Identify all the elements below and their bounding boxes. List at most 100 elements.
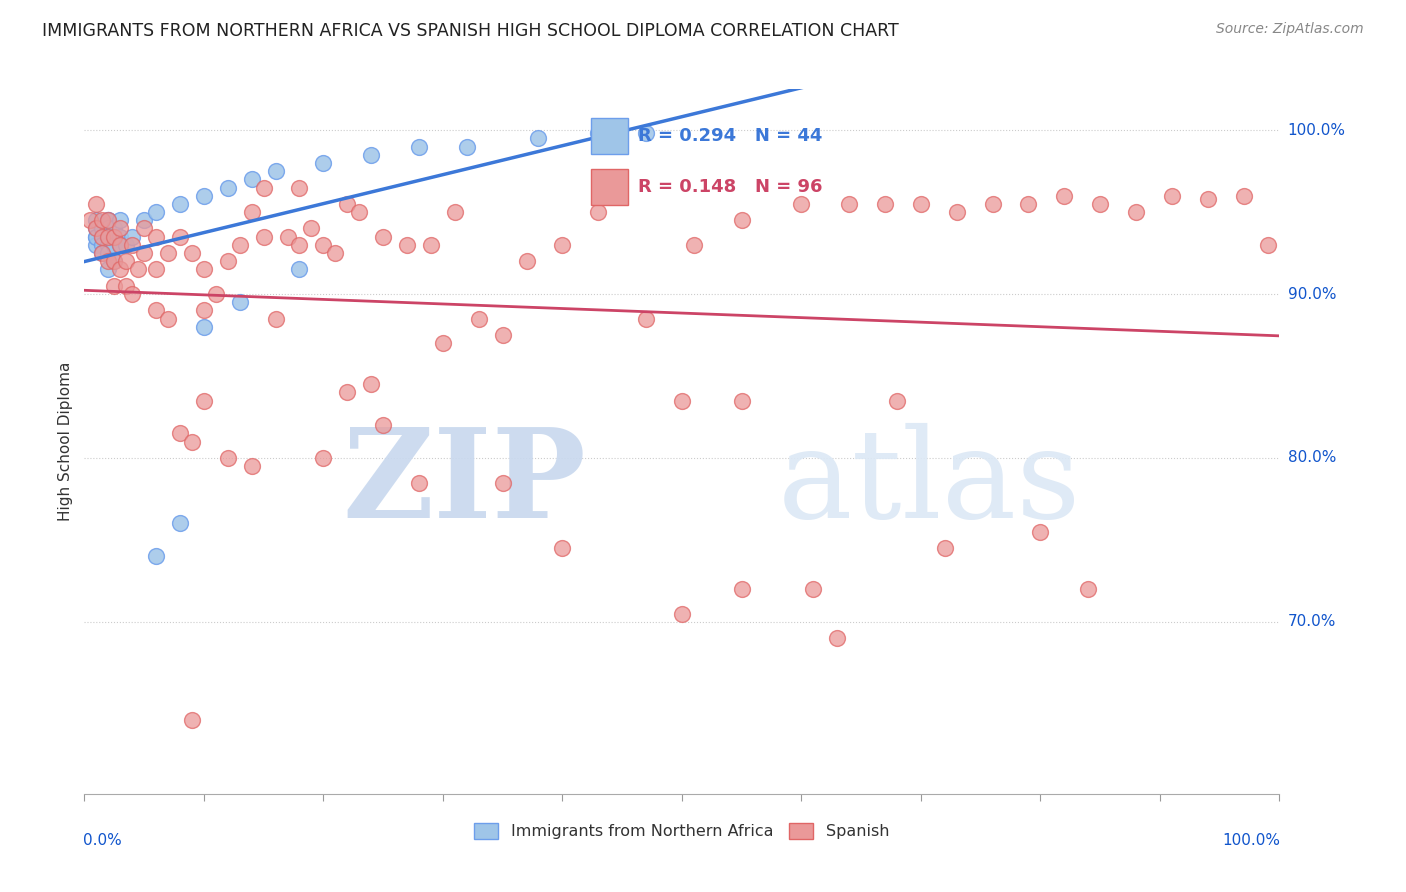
Point	[1077, 582, 1099, 596]
Point	[91, 238, 114, 252]
Point	[103, 229, 125, 244]
Point	[127, 262, 149, 277]
Point	[301, 221, 323, 235]
Point	[97, 229, 120, 244]
Point	[97, 221, 120, 235]
Point	[444, 205, 467, 219]
Point	[934, 541, 956, 555]
Text: 90.0%: 90.0%	[1288, 286, 1336, 301]
Point	[86, 213, 108, 227]
Point	[91, 246, 114, 260]
Text: 0.0%: 0.0%	[83, 832, 122, 847]
Point	[193, 262, 215, 277]
Point	[910, 197, 932, 211]
Point	[97, 262, 120, 277]
Point	[373, 229, 395, 244]
Point	[588, 205, 610, 219]
Point	[1029, 524, 1052, 539]
Point	[408, 475, 430, 490]
Point	[217, 450, 239, 465]
Point	[97, 238, 120, 252]
Point	[145, 205, 167, 219]
Point	[132, 246, 156, 260]
Point	[360, 147, 382, 161]
Point	[91, 229, 114, 244]
Point	[91, 221, 114, 235]
Point	[145, 262, 167, 277]
Point	[132, 221, 156, 235]
Point	[97, 254, 120, 268]
Point	[86, 229, 108, 244]
Point	[731, 582, 754, 596]
Point	[97, 246, 120, 260]
Point	[1197, 192, 1219, 206]
Point	[110, 229, 132, 244]
Point	[432, 336, 454, 351]
Point	[110, 262, 132, 277]
Text: atlas: atlas	[778, 424, 1081, 544]
Point	[1161, 188, 1184, 202]
Point	[97, 213, 120, 227]
Point	[169, 516, 191, 531]
Point	[731, 213, 754, 227]
Point	[492, 328, 515, 343]
Point	[683, 238, 706, 252]
Point	[803, 582, 825, 596]
Point	[288, 180, 311, 194]
Point	[79, 213, 101, 227]
Point	[527, 131, 550, 145]
Point	[671, 393, 693, 408]
Point	[240, 459, 263, 474]
Point	[240, 172, 263, 186]
Point	[551, 238, 574, 252]
Point	[193, 188, 215, 202]
Point	[121, 238, 143, 252]
Point	[97, 213, 120, 227]
Point	[253, 180, 276, 194]
Point	[946, 205, 969, 219]
Point	[103, 229, 125, 244]
Point	[420, 238, 443, 252]
Point	[312, 156, 335, 170]
Point	[157, 311, 180, 326]
Point	[217, 180, 239, 194]
Point	[456, 139, 478, 153]
Point	[1018, 197, 1040, 211]
Point	[110, 213, 132, 227]
Point	[360, 377, 382, 392]
Point	[121, 287, 143, 301]
Point	[277, 229, 299, 244]
Point	[103, 254, 125, 268]
Point	[121, 229, 143, 244]
Point	[468, 311, 491, 326]
Point	[145, 303, 167, 318]
Point	[181, 713, 204, 727]
Point	[181, 246, 204, 260]
Point	[240, 205, 263, 219]
Point	[86, 229, 108, 244]
Text: Source: ZipAtlas.com: Source: ZipAtlas.com	[1216, 22, 1364, 37]
Legend: Immigrants from Northern Africa, Spanish: Immigrants from Northern Africa, Spanish	[468, 816, 896, 846]
Point	[1257, 238, 1279, 252]
Text: 80.0%: 80.0%	[1288, 450, 1336, 466]
Point	[97, 213, 120, 227]
Point	[110, 221, 132, 235]
Point	[193, 393, 215, 408]
Point	[169, 426, 191, 441]
Point	[636, 311, 658, 326]
Point	[157, 246, 180, 260]
Point	[373, 418, 395, 433]
Text: IMMIGRANTS FROM NORTHERN AFRICA VS SPANISH HIGH SCHOOL DIPLOMA CORRELATION CHART: IMMIGRANTS FROM NORTHERN AFRICA VS SPANI…	[42, 22, 898, 40]
Text: 100.0%: 100.0%	[1223, 832, 1281, 847]
Point	[636, 127, 658, 141]
Point	[97, 229, 120, 244]
Point	[264, 164, 287, 178]
Point	[115, 254, 138, 268]
Point	[110, 238, 132, 252]
Point	[588, 127, 610, 141]
Point	[731, 393, 754, 408]
Point	[253, 229, 276, 244]
Point	[981, 197, 1004, 211]
Point	[110, 238, 132, 252]
Y-axis label: High School Diploma: High School Diploma	[58, 362, 73, 521]
